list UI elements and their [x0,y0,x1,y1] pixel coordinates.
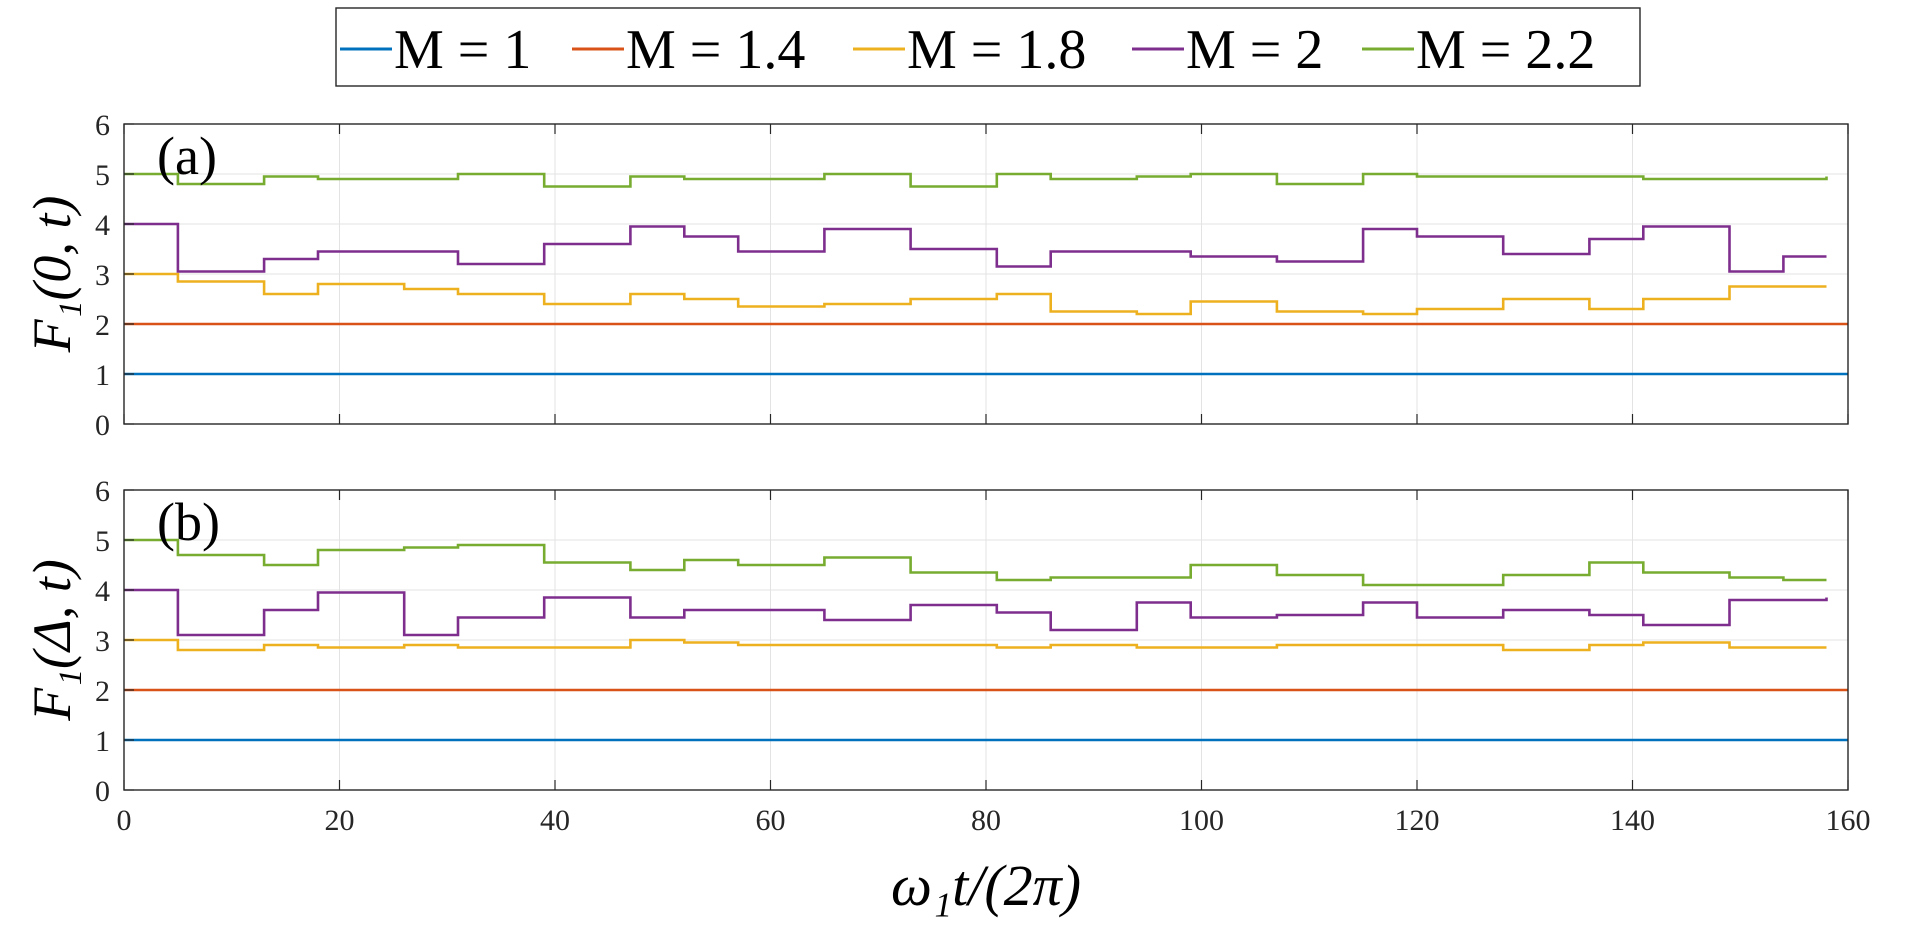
y-tick-label: 4 [95,575,110,608]
y-tick-label: 3 [95,625,110,658]
y-tick-label: 5 [95,525,110,558]
legend-label: M = 2.2 [1416,19,1595,81]
y-tick-label: 3 [95,259,110,292]
legend: M = 1 M = 1.4 M = 1.8 M = 2 M = 2.2 [335,7,1641,87]
series-line-m-2-2 [124,538,1827,587]
x-axis: 0 20 40 60 80 100 120 140 160 ω₁t/(2π) [117,804,1871,918]
legend-item: M = 1 [340,19,531,81]
panel-label: (a) [157,126,217,186]
panel-b: 0 1 2 3 4 5 6 (b) F₁(Δ, t) [22,475,1849,808]
y-tick-label: 1 [95,359,110,392]
x-axis-label: ω₁t/(2π) [891,853,1081,918]
x-tick-label: 60 [756,804,786,837]
legend-item: M = 2.2 [1362,19,1595,81]
y-axis-label: F₁(Δ, t) [22,559,82,721]
y-tick-label: 4 [95,209,110,242]
series-line-m-1-8 [124,638,1827,652]
series-line-m-1-8 [124,272,1827,316]
legend-label: M = 1.4 [626,19,805,81]
panel-label: (b) [157,492,220,552]
x-tick-label: 40 [540,804,570,837]
series-line-m-2 [124,588,1828,637]
x-tick-label: 140 [1610,804,1655,837]
y-tick-label: 1 [95,725,110,758]
x-tick-label: 0 [117,804,132,837]
legend-item: M = 1.8 [853,19,1086,81]
x-tick-label: 20 [325,804,355,837]
y-tick-label: 0 [95,775,110,808]
y-tick-label: 2 [95,675,110,708]
x-tick-label: 80 [971,804,1001,837]
y-tick-label: 6 [95,475,110,508]
x-tick-label: 120 [1395,804,1440,837]
legend-item: M = 2 [1132,19,1323,81]
series-line-m-2 [124,222,1827,273]
legend-label: M = 1.8 [907,19,1086,81]
series-line-m-2-2 [124,172,1828,188]
legend-box [335,7,1641,87]
legend-label: M = 2 [1186,19,1323,81]
legend-label: M = 1 [394,19,531,81]
y-tick-label: 5 [95,159,110,192]
y-tick-label: 0 [95,409,110,442]
x-tick-label: 160 [1826,804,1871,837]
y-tick-label: 2 [95,309,110,342]
y-tick-label: 6 [95,109,110,142]
y-axis-label: F₁(0, t) [22,196,82,354]
x-tick-label: 100 [1179,804,1224,837]
panel-a: 0 1 2 3 4 5 6 (a) F₁(0, t) [22,109,1849,442]
legend-item: M = 1.4 [572,19,805,81]
